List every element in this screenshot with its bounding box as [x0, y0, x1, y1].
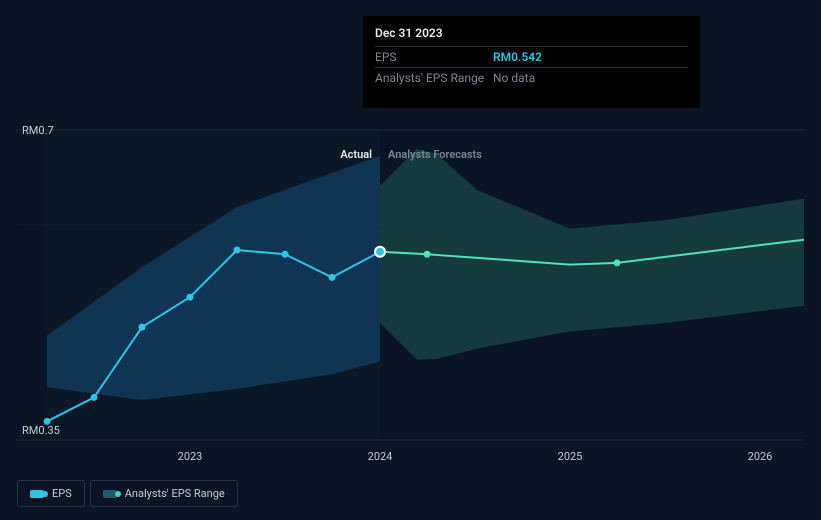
legend-label: EPS [52, 487, 72, 500]
tooltip-value: RM0.542 [493, 47, 542, 67]
legend-item-range[interactable]: Analysts' EPS Range [90, 480, 238, 507]
legend-label: Analysts' EPS Range [125, 487, 225, 500]
chart-container: RM0.7 RM0.35 2023 2024 2025 2026 Actual … [0, 0, 821, 520]
x-axis-label: 2026 [748, 450, 773, 463]
swatch-icon [30, 490, 44, 498]
section-label-forecast: Analysts Forecasts [388, 148, 482, 161]
tooltip-value: No data [493, 68, 535, 88]
swatch-icon [103, 490, 117, 498]
tooltip-key: EPS [375, 47, 493, 67]
section-label-actual: Actual [340, 148, 372, 161]
x-axis-label: 2023 [178, 450, 203, 463]
y-axis-label: RM0.7 [22, 124, 54, 137]
tooltip: Dec 31 2023 EPS RM0.542 Analysts' EPS Ra… [363, 16, 700, 108]
tooltip-key: Analysts' EPS Range [375, 68, 493, 88]
x-axis-label: 2025 [558, 450, 583, 463]
tooltip-date: Dec 31 2023 [375, 26, 688, 40]
x-axis-label: 2024 [368, 450, 393, 463]
tooltip-row: Analysts' EPS Range No data [375, 67, 688, 88]
legend: EPS Analysts' EPS Range [17, 480, 238, 507]
tooltip-row: EPS RM0.542 [375, 46, 688, 67]
y-axis-label: RM0.35 [22, 424, 60, 437]
legend-item-eps[interactable]: EPS [17, 480, 85, 507]
